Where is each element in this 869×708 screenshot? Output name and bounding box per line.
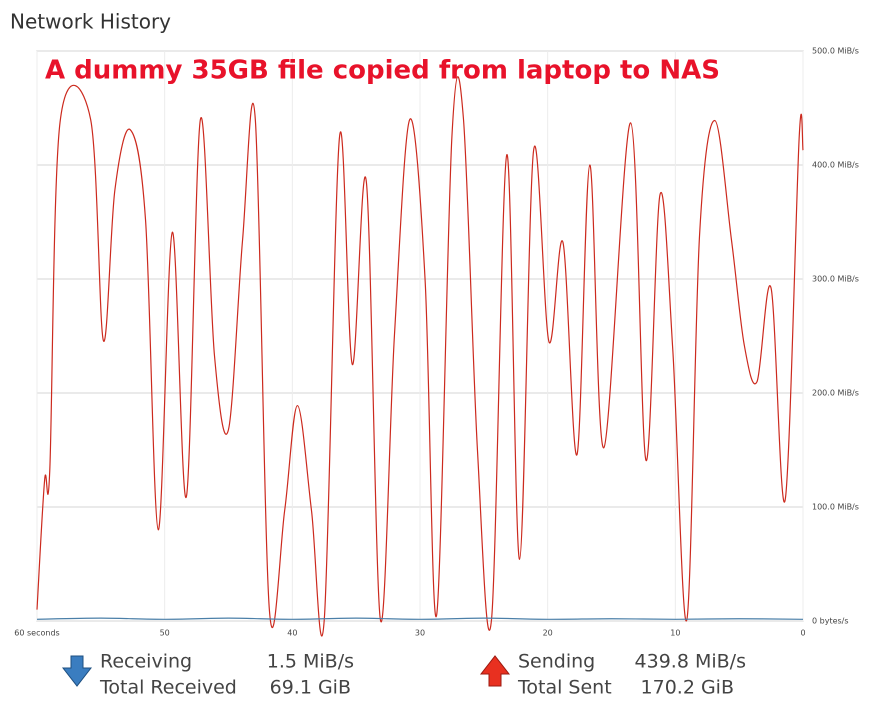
- x-tick-label: 20: [543, 629, 553, 638]
- y-tick-label: 100.0 MiB/s: [812, 503, 859, 512]
- series-line: [36, 617, 804, 620]
- total-received-label: Total Received: [99, 677, 237, 699]
- annotation: A dummy 35GB file copied from laptop to …: [45, 56, 720, 86]
- y-tick-label: 300.0 MiB/s: [812, 275, 859, 284]
- sending-label: Sending: [518, 651, 595, 673]
- total-sent-value: 170.2 GiB: [641, 677, 734, 699]
- receiving-value: 1.5 MiB/s: [267, 651, 354, 673]
- x-tick-label: 0: [800, 629, 805, 638]
- x-tick-label: 10: [670, 629, 680, 638]
- total-sent-label: Total Sent: [517, 677, 612, 699]
- y-tick-label: 500.0 MiB/s: [812, 47, 859, 56]
- header-title: Network History: [10, 10, 171, 34]
- y-tick-label: 400.0 MiB/s: [812, 161, 859, 170]
- x-tick-label: 40: [287, 629, 297, 638]
- x-tick-label: 30: [415, 629, 425, 638]
- y-tick-label: 200.0 MiB/s: [812, 389, 859, 398]
- sending-value: 439.8 MiB/s: [635, 651, 746, 673]
- y-tick-label: 0 bytes/s: [812, 617, 849, 626]
- receiving-icon: [61, 655, 93, 687]
- plot: 0 bytes/s 100.0 MiB/s 200.0 MiB/s 300.0 MiB…: [14, 47, 859, 638]
- sending-icon: [479, 655, 511, 687]
- receiving-label: Receiving: [100, 651, 192, 673]
- x-tick-label: 50: [160, 629, 170, 638]
- x-tick-label: 60 seconds: [14, 629, 59, 638]
- total-received-value: 69.1 GiB: [270, 677, 351, 699]
- series-line: [36, 76, 804, 637]
